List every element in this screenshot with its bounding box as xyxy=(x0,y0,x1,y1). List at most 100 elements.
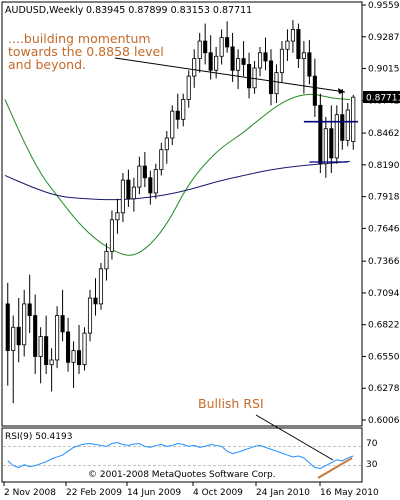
candle-body xyxy=(87,297,93,334)
x-tick-label: 2 Nov 2008 xyxy=(4,488,56,498)
candle-body xyxy=(131,186,136,200)
price-axis: 0.955900.928700.901500.874200.846250.819… xyxy=(362,1,400,426)
candle-body xyxy=(44,336,49,366)
y-tick-label: 0.60060 xyxy=(368,416,400,426)
candle-body xyxy=(274,72,279,95)
candle-body xyxy=(351,96,356,142)
candlestick-series xyxy=(5,20,356,404)
annotations-layer xyxy=(114,57,358,163)
candle-body xyxy=(5,303,10,352)
candle-body xyxy=(192,58,197,77)
x-tick-label: 22 Feb 2009 xyxy=(66,488,122,498)
candle-body xyxy=(301,52,306,60)
candle-body xyxy=(241,58,246,65)
momentum-annotation-line-3: and beyond. xyxy=(8,57,86,72)
candle-body xyxy=(290,29,295,42)
candle-body xyxy=(159,149,164,170)
y-tick-label: 0.81905 xyxy=(368,161,400,171)
momentum-annotation-line-1: ....building momentum xyxy=(8,31,151,46)
candle-body xyxy=(225,37,230,48)
candle-body xyxy=(329,128,334,159)
rsi-bullish-trendline xyxy=(317,457,353,479)
ma-slow-line xyxy=(4,160,351,201)
x-tick-label: 24 Jan 2010 xyxy=(256,488,310,498)
candle-body xyxy=(93,297,98,305)
candle-body xyxy=(279,48,285,74)
candle-body xyxy=(203,40,208,54)
ma-fast-line xyxy=(4,93,351,256)
rsi-pointer-line xyxy=(255,414,334,461)
candle-body xyxy=(11,326,16,352)
candle-body xyxy=(98,268,104,305)
x-tick-label: 14 Jun 2009 xyxy=(127,488,181,498)
moving-averages xyxy=(4,93,351,256)
rsi-indicator xyxy=(3,414,361,479)
candle-body xyxy=(334,114,339,159)
candle-body xyxy=(137,165,142,188)
momentum-arrowhead xyxy=(338,88,345,94)
rsi-line xyxy=(7,442,354,470)
candle-body xyxy=(49,359,54,366)
y-tick-label: 0.84625 xyxy=(368,129,400,139)
rsi-header: RSI(9) 50.4193 xyxy=(5,432,72,442)
candle-body xyxy=(27,303,32,316)
candle-body xyxy=(252,67,257,89)
candle-body xyxy=(153,169,158,194)
candle-body xyxy=(340,114,345,141)
candle-body xyxy=(214,55,219,71)
candle-body xyxy=(16,326,21,346)
candle-body xyxy=(142,165,147,179)
candle-body xyxy=(55,315,60,361)
candle-body xyxy=(109,219,114,252)
candle-body xyxy=(285,40,290,50)
candle-body xyxy=(126,179,131,200)
candle-body xyxy=(38,336,43,357)
candle-body xyxy=(219,37,224,57)
candle-body xyxy=(318,104,323,165)
candle-body xyxy=(115,212,120,221)
candle-body xyxy=(186,75,191,100)
candle-body xyxy=(71,350,76,363)
candle-body xyxy=(230,46,235,71)
current-price-label: 0.87711 xyxy=(366,94,400,104)
copyright-notice: © 2001-2008 MetaQuotes Software Corp. xyxy=(88,470,276,480)
candle-body xyxy=(268,60,274,95)
candle-body xyxy=(247,64,252,89)
momentum-annotation-line-2: towards the 0.8858 level xyxy=(8,44,164,59)
candle-body xyxy=(22,303,27,346)
candle-body xyxy=(323,128,328,165)
x-tick-label: 16 May 2010 xyxy=(320,488,379,498)
symbol-label: AUDUSD,Weekly xyxy=(5,5,84,16)
candle-body xyxy=(66,331,71,363)
candle-body xyxy=(263,52,268,62)
candle-body xyxy=(208,52,213,71)
candle-body xyxy=(312,75,317,106)
candle-body xyxy=(170,110,175,139)
bullish-rsi-annotation: Bullish RSI xyxy=(198,396,264,411)
candle-body xyxy=(104,250,109,270)
price-panel xyxy=(1,1,363,427)
y-tick-label: 0.79185 xyxy=(368,193,400,203)
candle-body xyxy=(345,109,350,141)
ohlc-values: 0.83945 0.87899 0.83153 0.87711 xyxy=(86,5,252,16)
candle-body xyxy=(181,99,186,120)
candle-body xyxy=(82,332,87,366)
candle-body xyxy=(164,137,169,151)
candle-body xyxy=(33,315,38,357)
candle-body xyxy=(120,179,125,214)
x-tick-label: 4 Oct 2009 xyxy=(193,488,243,498)
candle-body xyxy=(76,350,82,366)
candle-body xyxy=(257,52,263,69)
momentum-pointer-line xyxy=(114,57,346,93)
rsi-level-30-label: 30 xyxy=(366,460,378,470)
candle-body xyxy=(60,315,65,333)
